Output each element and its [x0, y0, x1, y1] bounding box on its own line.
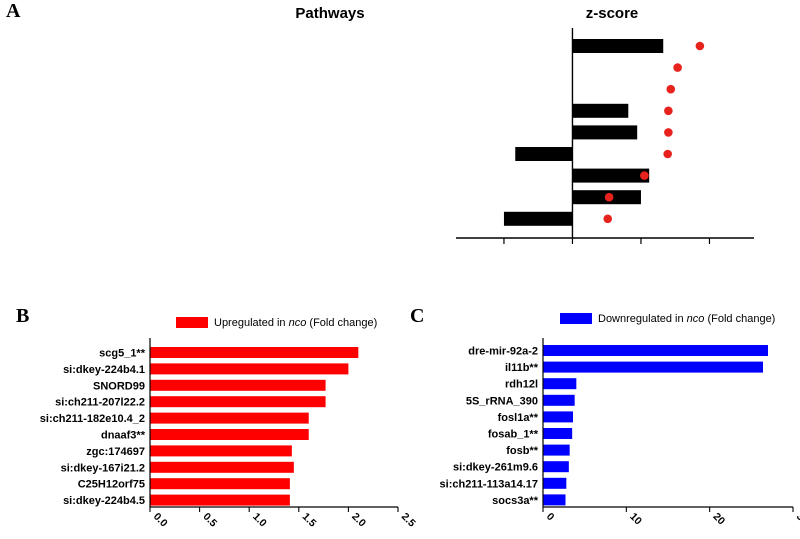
- gene-label: fosb**: [506, 445, 539, 457]
- panel-a-chart: [456, 28, 754, 244]
- gene-label: C25H12orf75: [78, 479, 145, 491]
- gene-label: fosl1a**: [498, 412, 539, 424]
- legend-label: Downregulated in nco (Fold change): [598, 313, 775, 325]
- gene-label: scg5_1**: [99, 348, 146, 360]
- fold-change-bar: [150, 379, 326, 391]
- pvalue-dot: [695, 41, 705, 51]
- x-tick-label: 1.0: [250, 511, 269, 530]
- panel-b-chart: Upregulated in nco (Fold change) scg5_1**…: [40, 317, 418, 530]
- fold-change-bar: [150, 363, 349, 375]
- panel-c-letter: C: [410, 305, 424, 327]
- legend-text-prefix: Upregulated in: [214, 317, 289, 329]
- zscore-bar: [572, 125, 638, 140]
- zscore-bar: [572, 168, 650, 183]
- gene-label: si:dkey-224b4.1: [63, 364, 145, 376]
- fold-change-bar: [543, 494, 566, 506]
- fold-change-bar: [543, 428, 573, 439]
- panel-a-letter: A: [6, 0, 21, 22]
- pvalue-dot: [604, 192, 614, 202]
- fold-change-bar: [543, 345, 768, 356]
- legend-label: Upregulated in nco (Fold change): [214, 317, 377, 329]
- fold-change-bar: [543, 411, 573, 423]
- gene-label: socs3a**: [492, 495, 539, 507]
- pvalue-dot: [640, 171, 649, 180]
- gene-label: zgc:174697: [86, 446, 145, 458]
- pathways-header: Pathways: [295, 5, 364, 22]
- x-tick-label: 2.0: [349, 511, 368, 530]
- pvalue-dot: [664, 128, 673, 137]
- gene-label: dnaaf3**: [101, 430, 146, 442]
- panel-c-chart: Downregulated in nco (Fold change) dre-mi…: [440, 313, 800, 527]
- gene-label: si:ch211-207l22.2: [55, 397, 145, 409]
- x-tick-label: 1.5: [300, 511, 319, 530]
- fold-change-bar: [150, 445, 292, 457]
- fold-change-bar: [150, 412, 309, 424]
- fold-change-bar: [543, 378, 577, 390]
- pvalue-dot: [666, 84, 676, 94]
- legend-text-prefix: Downregulated in: [598, 313, 687, 325]
- fold-change-bar: [543, 477, 567, 489]
- fold-change-bar: [543, 461, 569, 473]
- legend-swatch: [560, 313, 592, 324]
- legend-text-suffix: (Fold change): [306, 317, 377, 329]
- zscore-bar: [572, 103, 629, 118]
- gene-label: SNORD99: [93, 380, 145, 392]
- legend-text-italic: nco: [687, 313, 705, 325]
- x-tick-label: 2.5: [399, 511, 418, 530]
- gene-label: rdh12l: [505, 379, 538, 391]
- x-tick-label: 0.0: [151, 511, 170, 530]
- zscore-bar: [503, 211, 573, 226]
- legend-swatch: [176, 317, 208, 328]
- x-tick-label: 20: [711, 511, 728, 528]
- fold-change-bar: [543, 394, 575, 406]
- gene-label: si:dkey-224b4.5: [63, 495, 145, 507]
- fold-change-bar: [150, 478, 290, 490]
- pvalue-dot: [673, 63, 682, 72]
- fold-change-bar: [543, 444, 570, 456]
- gene-label: si:dkey-167i21.2: [61, 462, 145, 474]
- fold-change-bar: [150, 347, 359, 358]
- pvalue-dot: [664, 106, 673, 116]
- fold-change-bar: [150, 396, 326, 408]
- gene-label: si:ch211-182e10.4_2: [40, 413, 145, 425]
- gene-label: si:ch211-113a14.17: [440, 478, 538, 490]
- x-tick-label: 10: [627, 511, 644, 528]
- legend-text-suffix: (Fold change): [704, 313, 775, 325]
- fold-change-bar: [543, 361, 763, 373]
- gene-label: il11b**: [505, 362, 539, 374]
- pvalue-dot: [663, 149, 672, 159]
- panel-b-letter: B: [16, 305, 29, 327]
- fold-change-bar: [150, 494, 290, 506]
- zscore-bar: [515, 147, 573, 161]
- legend-text-italic: nco: [289, 317, 307, 329]
- x-tick-label: 0: [544, 511, 557, 524]
- gene-label: dre-mir-92a-2: [468, 346, 538, 358]
- x-tick-label: 0.5: [200, 511, 219, 530]
- gene-label: fosab_1**: [488, 429, 539, 441]
- zscore-header: z-score: [586, 5, 639, 22]
- pvalue-dot: [603, 214, 613, 224]
- gene-label: si:dkey-261m9.6: [453, 462, 538, 474]
- fold-change-bar: [150, 429, 309, 440]
- zscore-bar: [572, 39, 664, 53]
- x-tick-label: 30: [794, 511, 800, 528]
- fold-change-bar: [150, 461, 294, 473]
- gene-label: 5S_rRNA_390: [466, 395, 538, 407]
